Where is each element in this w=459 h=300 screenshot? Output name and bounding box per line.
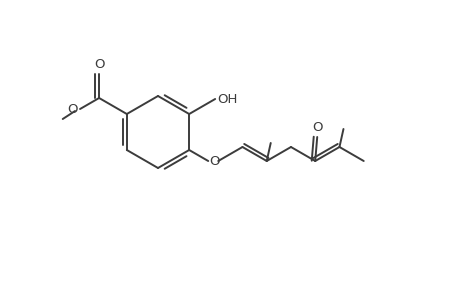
Text: O: O: [311, 121, 322, 134]
Text: OH: OH: [217, 92, 237, 106]
Text: O: O: [209, 154, 219, 167]
Text: O: O: [94, 58, 104, 71]
Text: O: O: [67, 103, 78, 116]
